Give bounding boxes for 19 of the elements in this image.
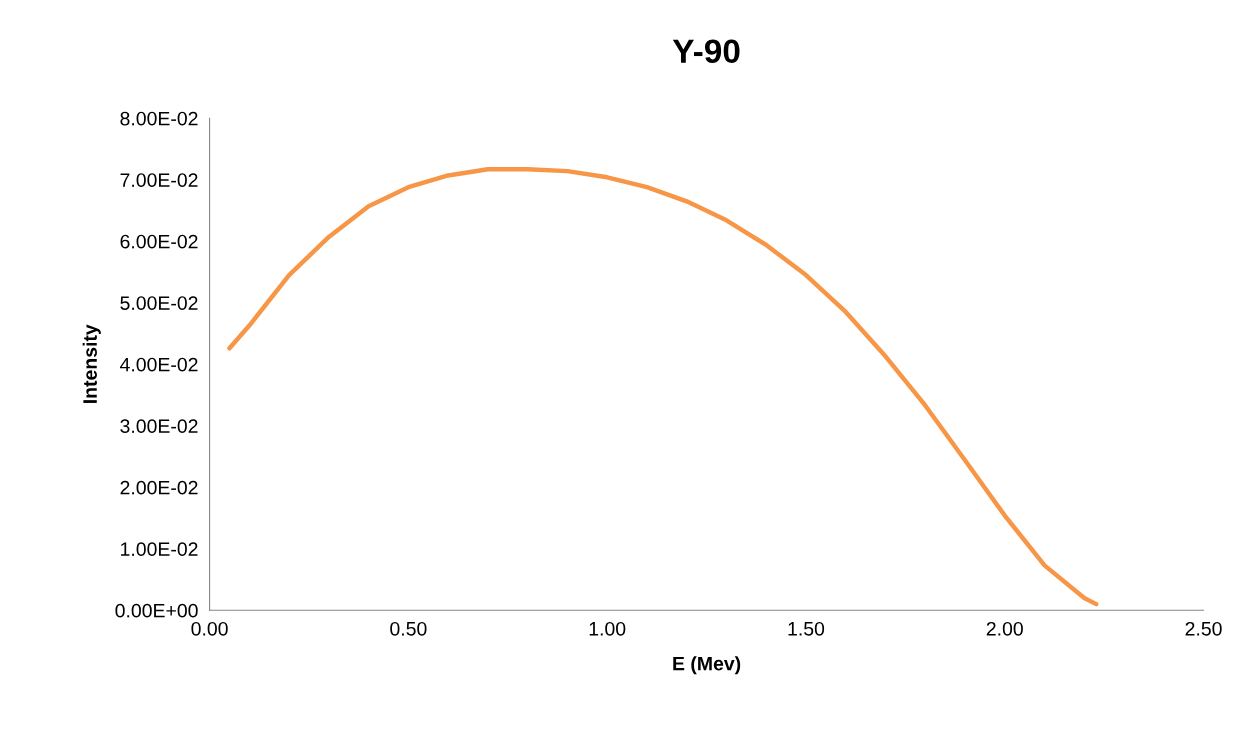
y-tick-label: 7.00E-02 bbox=[120, 173, 198, 187]
x-tick-label: 0.00 bbox=[191, 621, 228, 636]
x-tick-label: 2.00 bbox=[986, 621, 1023, 636]
y-tick-label: 3.00E-02 bbox=[120, 419, 198, 434]
y-tick-label: 1.00E-02 bbox=[121, 542, 198, 557]
y-axis-title: Intensity bbox=[82, 324, 101, 403]
x-tick-label: 0.50 bbox=[390, 621, 427, 636]
y-tick-label: 6.00E-02 bbox=[120, 234, 198, 249]
y-tick-label: 4.00E-02 bbox=[120, 357, 198, 372]
y-tick-label: 0.00E+00 bbox=[115, 603, 198, 618]
chart-title: Y-90 bbox=[672, 39, 740, 64]
x-tick-label: 2.50 bbox=[1185, 621, 1222, 636]
y-tick-label: 2.00E-02 bbox=[120, 480, 198, 495]
y-tick-label: 5.00E-02 bbox=[120, 296, 198, 310]
line-series bbox=[227, 167, 1099, 607]
x-tick-label: 1.50 bbox=[788, 621, 825, 636]
x-tick-label: 1.00 bbox=[589, 621, 626, 636]
x-axis-title: E (Mev) bbox=[673, 656, 741, 675]
y-tick-label: 8.00E-02 bbox=[120, 111, 198, 126]
